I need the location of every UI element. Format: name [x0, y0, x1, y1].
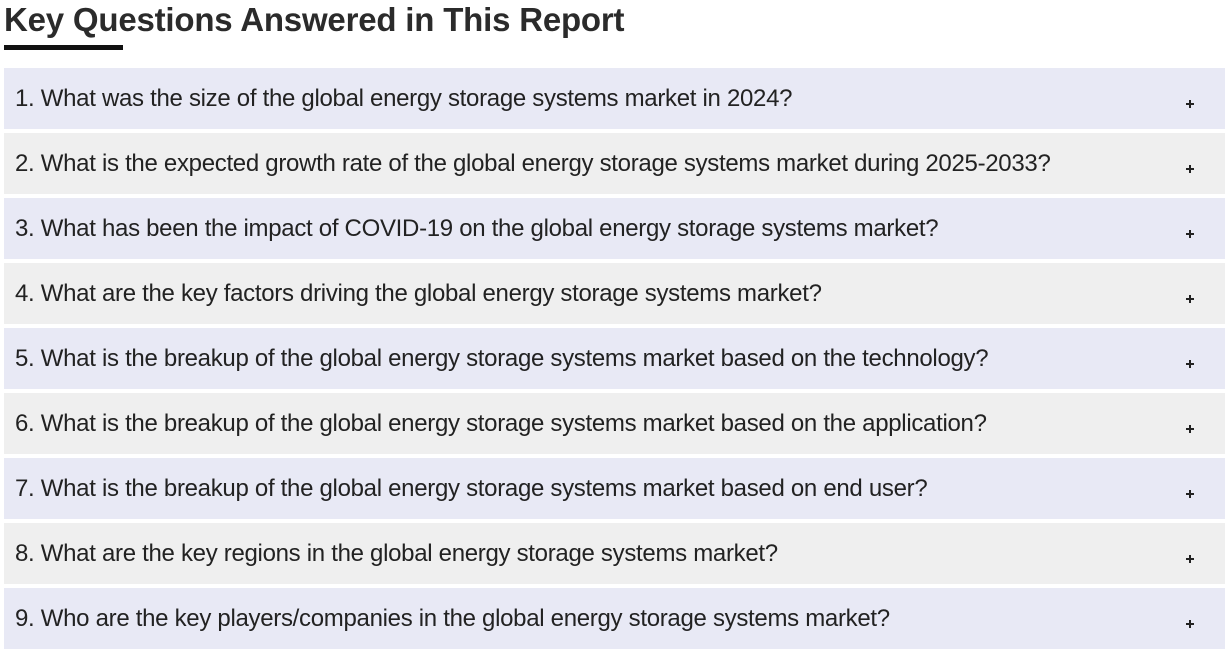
plus-icon[interactable] [1185, 229, 1195, 239]
plus-icon[interactable] [1185, 294, 1195, 304]
faq-question: 4. What are the key factors driving the … [15, 279, 822, 307]
faq-item-1[interactable]: 1. What was the size of the global energ… [4, 68, 1225, 129]
faq-item-9[interactable]: 9. Who are the key players/companies in … [4, 588, 1225, 649]
title-underline [4, 45, 123, 50]
faq-item-6[interactable]: 6. What is the breakup of the global ene… [4, 393, 1225, 454]
faq-item-5[interactable]: 5. What is the breakup of the global ene… [4, 328, 1225, 389]
faq-item-2[interactable]: 2. What is the expected growth rate of t… [4, 133, 1225, 194]
plus-icon[interactable] [1185, 164, 1195, 174]
page-title: Key Questions Answered in This Report [4, 1, 625, 38]
faq-question: 1. What was the size of the global energ… [15, 84, 793, 112]
faq-question: 3. What has been the impact of COVID-19 … [15, 214, 939, 242]
faq-item-7[interactable]: 7. What is the breakup of the global ene… [4, 458, 1225, 519]
faq-question: 2. What is the expected growth rate of t… [15, 149, 1051, 177]
plus-icon[interactable] [1185, 359, 1195, 369]
plus-icon[interactable] [1185, 489, 1195, 499]
faq-question: 9. Who are the key players/companies in … [15, 604, 890, 632]
section-header: Key Questions Answered in This Report [4, 0, 625, 50]
faq-item-3[interactable]: 3. What has been the impact of COVID-19 … [4, 198, 1225, 259]
faq-question: 8. What are the key regions in the globa… [15, 539, 778, 567]
faq-item-4[interactable]: 4. What are the key factors driving the … [4, 263, 1225, 324]
faq-question: 7. What is the breakup of the global ene… [15, 474, 928, 502]
plus-icon[interactable] [1185, 554, 1195, 564]
plus-icon[interactable] [1185, 619, 1195, 629]
faq-item-8[interactable]: 8. What are the key regions in the globa… [4, 523, 1225, 584]
plus-icon[interactable] [1185, 99, 1195, 109]
plus-icon[interactable] [1185, 424, 1195, 434]
faq-question: 5. What is the breakup of the global ene… [15, 344, 989, 372]
faq-list: 1. What was the size of the global energ… [4, 68, 1225, 653]
faq-question: 6. What is the breakup of the global ene… [15, 409, 987, 437]
